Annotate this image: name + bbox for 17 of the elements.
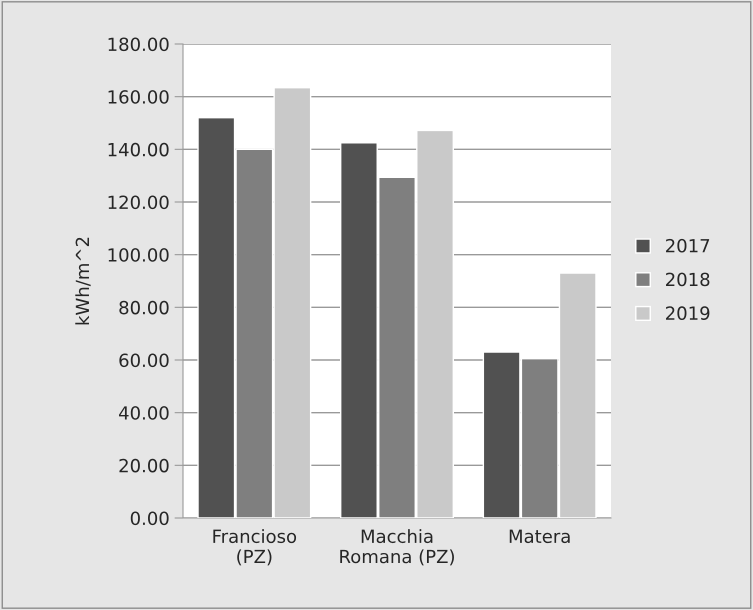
y-tick-label: 20.00	[119, 458, 169, 472]
y-tick-label: 0.00	[130, 511, 169, 526]
y-tick-label: 160.00	[108, 90, 169, 104]
x-tick-label: Macchia Romana (PZ)	[340, 529, 454, 566]
y-tick-label: 120.00	[108, 195, 169, 210]
x-tick-label: Matera	[510, 530, 570, 544]
y-tick-label: 100.00	[108, 248, 169, 262]
x-tick-label: Francioso (PZ)	[213, 529, 296, 566]
y-axis-title: kWh/m^2	[75, 238, 91, 324]
y-tick-label: 40.00	[119, 406, 169, 420]
legend-label: 2018	[666, 272, 710, 286]
legend-label: 2019	[666, 306, 710, 320]
y-tick-label: 80.00	[119, 300, 169, 314]
y-tick-label: 180.00	[108, 37, 169, 52]
y-tick-label: 60.00	[119, 353, 169, 368]
y-tick-label: 140.00	[108, 142, 169, 156]
legend-label: 2017	[666, 238, 710, 253]
